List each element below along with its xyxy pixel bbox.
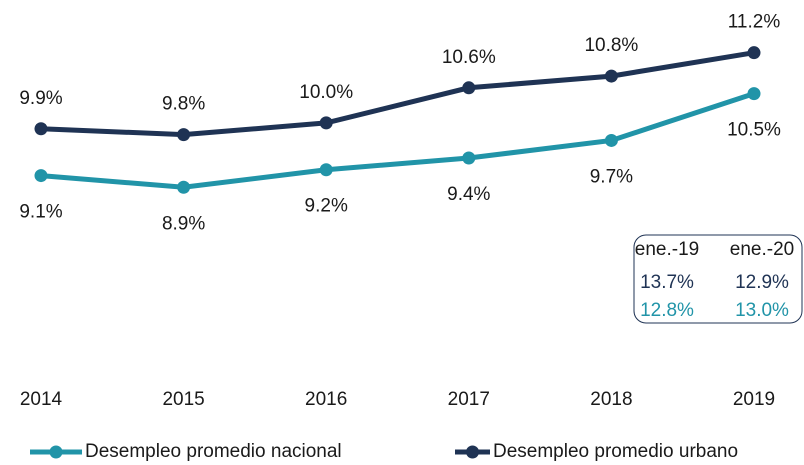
legend-marker [466,445,479,459]
legend-marker [49,445,63,459]
data-label: 10.0% [299,82,353,103]
data-label: 9.4% [447,184,490,205]
series-line [40,50,755,138]
inset-header: ene.-20 [730,239,794,260]
x-tick-label: 2014 [20,389,63,410]
data-label: 9.7% [590,166,633,187]
point [462,81,476,95]
inset-value: 13.0% [735,300,789,321]
data-label: 10.8% [584,35,638,56]
point [604,69,618,83]
inset-value: 12.9% [735,272,789,293]
data-label: 9.2% [305,196,348,217]
inset-value: 12.8% [640,300,694,321]
x-tick-label: 2017 [448,389,490,410]
legend-label: Desempleo promedio urbano [493,441,738,462]
point [462,151,476,165]
point [34,169,48,183]
data-label: 9.8% [162,94,205,115]
point [747,46,761,60]
x-tick-label: 2015 [162,389,204,410]
legend-label: Desempleo promedio nacional [85,441,342,462]
inset-header: ene.-19 [635,239,699,260]
data-label: 8.9% [162,213,205,234]
inset-value: 13.7% [640,272,694,293]
point [177,128,191,142]
data-label: 9.1% [19,202,62,223]
x-tick-label: 2019 [733,389,775,410]
data-label: 11.2% [728,12,781,33]
point [747,87,761,101]
data-label: 10.5% [727,120,781,141]
data-label: 10.6% [442,47,496,68]
point [319,116,333,130]
point [177,180,191,194]
x-tick-label: 2018 [590,389,632,410]
series-line [40,91,755,190]
data-label: 9.9% [19,88,62,109]
point [319,163,333,177]
point [604,133,618,147]
inset-box [633,234,803,324]
point [34,122,48,136]
x-tick-label: 2016 [305,389,347,410]
